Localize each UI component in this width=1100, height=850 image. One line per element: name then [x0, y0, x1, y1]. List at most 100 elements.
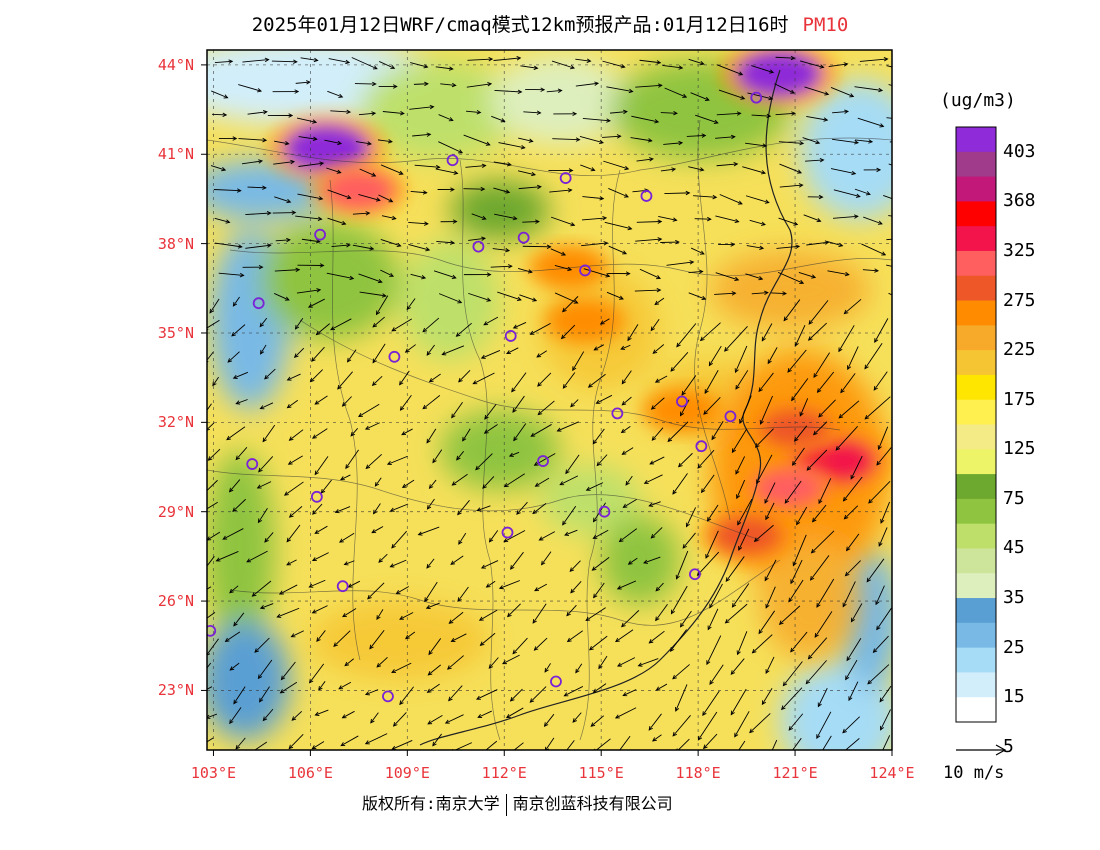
wind-vector [286, 559, 297, 566]
lat-label: 35°N [157, 323, 194, 342]
wind-vector [700, 474, 715, 494]
wind-vector [408, 221, 429, 226]
axis-ticks [201, 64, 893, 756]
wind-vector [777, 271, 805, 284]
wind-vector [523, 110, 542, 115]
wind-vector [359, 168, 377, 177]
wind-vector [749, 219, 766, 226]
wind-vector [620, 344, 631, 350]
wind-vector [327, 189, 352, 200]
colorbar-swatch [956, 201, 996, 227]
wind-vector [694, 216, 712, 222]
wind-vector [550, 248, 567, 256]
wind-vector [451, 473, 468, 486]
wind-vector [279, 681, 298, 694]
wind-vector [774, 83, 795, 94]
title-main: 2025年01月12日WRF/cmaq模式12km预报产品:01月12日16时 [251, 14, 789, 36]
wind-vector [599, 318, 610, 325]
wind-vector [532, 502, 547, 515]
wind-vector [719, 194, 743, 205]
wind-vector [652, 734, 662, 742]
wind-vector [463, 134, 491, 146]
wind-vector [259, 402, 274, 410]
wind-vector [300, 57, 319, 63]
wind-vector [631, 115, 660, 124]
wind-vector [458, 370, 471, 383]
wind-vector [238, 137, 268, 143]
wind-vector [343, 560, 355, 566]
lat-lon-grid [207, 50, 892, 750]
wind-vector [307, 298, 325, 308]
wind-vector [327, 217, 347, 226]
wind-vector [616, 580, 637, 590]
wind-vector [809, 555, 830, 581]
wind-vector [410, 190, 428, 195]
wind-vector [807, 322, 827, 341]
wind-vector [352, 244, 375, 251]
wind-vector [753, 524, 774, 543]
wind-vector [791, 447, 805, 466]
wind-vector [440, 82, 457, 88]
wind-vector [697, 449, 715, 469]
wind-vector [379, 61, 396, 70]
wind-vector [660, 239, 680, 245]
wind-vector [886, 117, 892, 119]
wind-vector [554, 265, 573, 272]
wind-vector [643, 474, 663, 484]
wind-vector [803, 214, 822, 223]
wind-vector [672, 473, 688, 495]
wind-vector [207, 501, 218, 510]
wind-vector [635, 83, 663, 88]
wind-vector [655, 582, 664, 592]
wind-vector [428, 479, 437, 490]
wind-vector [585, 607, 606, 622]
wind-vector [391, 530, 407, 549]
wind-vector [830, 168, 857, 176]
wind-vector [286, 399, 299, 409]
colorbar-label: 15 [1003, 686, 1025, 708]
wind-vector [850, 603, 863, 623]
wind-vector [271, 59, 298, 64]
wind-vector [771, 291, 788, 296]
wind-vector [690, 92, 710, 101]
wind-vector [358, 273, 383, 284]
wind-vector [850, 455, 863, 480]
wind-vector [735, 456, 746, 475]
wind-vector [876, 447, 892, 466]
colorbar-label: 225 [1003, 339, 1036, 361]
station-marker [550, 675, 562, 688]
wind-vector [436, 240, 455, 245]
wind-vector [751, 65, 775, 74]
wind-vector [211, 112, 228, 117]
wind-vector [832, 109, 850, 114]
wind-vector [426, 498, 435, 510]
lon-label: 115°E [578, 764, 624, 782]
wind-vector [718, 89, 746, 100]
station-layer [207, 91, 763, 703]
wind-vector [862, 268, 880, 273]
wind-vector [540, 551, 552, 566]
wind-vector [880, 501, 891, 524]
station-marker [501, 526, 514, 539]
wind-vector [778, 217, 799, 226]
colorbar-label: 45 [1003, 537, 1025, 559]
map-frame [206, 49, 893, 751]
wind-vector [341, 710, 355, 719]
lon-label: 118°E [675, 764, 721, 782]
wind-vector [775, 55, 796, 61]
wind-vector [389, 503, 409, 512]
wind-vector [458, 532, 467, 545]
colorbar-label: 5 [1003, 735, 1014, 757]
wind-vector [330, 109, 352, 115]
wind-vector [493, 161, 512, 167]
wind-vector [621, 396, 632, 406]
wind-vector [604, 221, 633, 231]
wind-vector [314, 525, 328, 534]
colorbar-swatch [956, 622, 996, 649]
wind-vector [779, 183, 804, 188]
wind-vector [466, 110, 482, 115]
station-marker [517, 231, 530, 244]
wind-vector [842, 716, 860, 734]
wind-vector [417, 526, 440, 536]
station-marker [724, 410, 737, 423]
